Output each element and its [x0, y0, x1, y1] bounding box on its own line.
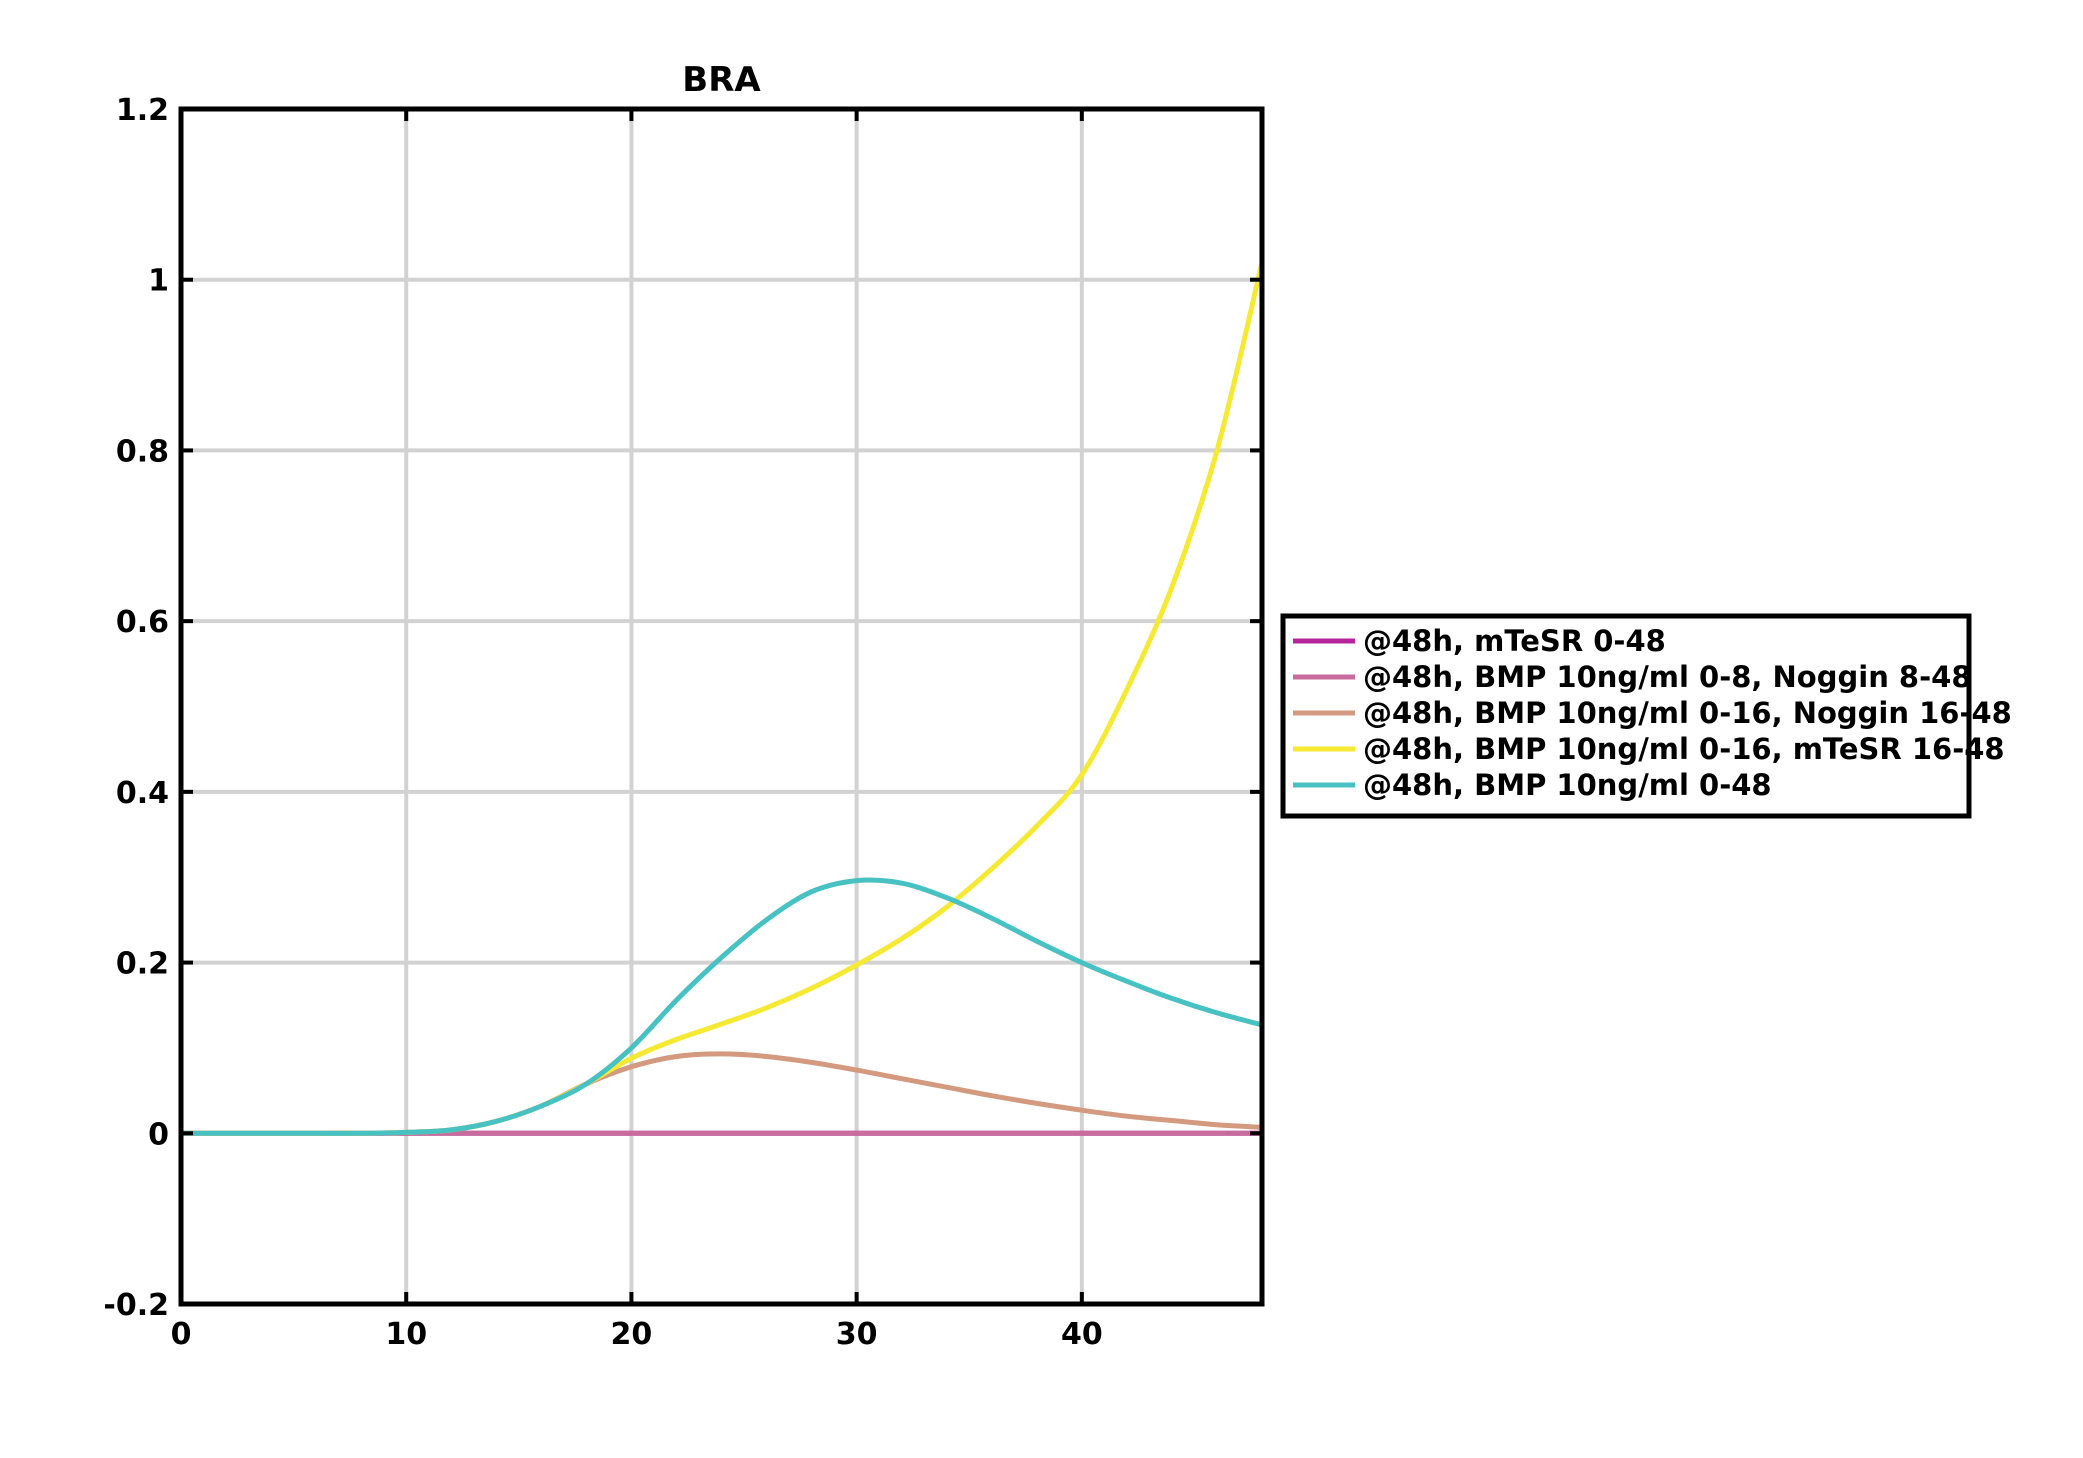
- series-line-5: [178, 877, 1265, 1136]
- y-tick-label: 0: [148, 1117, 169, 1152]
- series-line-4: [178, 260, 1265, 1136]
- x-tick-label: 30: [836, 1317, 878, 1352]
- legend-items: @48h, mTeSR 0-48@48h, BMP 10ng/ml 0-8, N…: [1293, 624, 2012, 802]
- series-lines: [178, 260, 1265, 1136]
- y-tick-label: 1: [148, 264, 169, 299]
- y-tick-label: 0.2: [116, 947, 169, 982]
- y-tick-label: -0.2: [103, 1288, 169, 1323]
- legend: @48h, mTeSR 0-48@48h, BMP 10ng/ml 0-8, N…: [1280, 613, 2012, 819]
- y-tick-label: 1.2: [116, 93, 169, 128]
- x-tick-label: 10: [385, 1317, 427, 1352]
- plot-frame: [178, 106, 1265, 1307]
- chart-title: BRA: [682, 60, 761, 100]
- y-tick-label: 0.8: [116, 434, 169, 469]
- legend-label: @48h, BMP 10ng/ml 0-16, Noggin 16-48: [1363, 696, 2012, 730]
- legend-label: @48h, BMP 10ng/ml 0-48: [1363, 768, 1772, 802]
- series-line-3: [178, 1051, 1265, 1136]
- x-tick-label: 0: [171, 1317, 192, 1352]
- legend-label: @48h, mTeSR 0-48: [1363, 624, 1666, 658]
- legend-box: [1280, 613, 1972, 819]
- y-tick-label: 0.4: [116, 776, 169, 811]
- legend-label: @48h, BMP 10ng/ml 0-8, Noggin 8-48: [1363, 660, 1972, 694]
- axis-ticks: 0 10 20 30 40-0.200.20.40.60.811.2: [103, 93, 1262, 1352]
- legend-label: @48h, BMP 10ng/ml 0-16, mTeSR 16-48: [1363, 732, 2005, 766]
- y-tick-label: 0.6: [116, 605, 169, 640]
- grid-lines: [181, 109, 1262, 1304]
- x-tick-label: 20: [611, 1317, 653, 1352]
- x-tick-label: 40: [1061, 1317, 1103, 1352]
